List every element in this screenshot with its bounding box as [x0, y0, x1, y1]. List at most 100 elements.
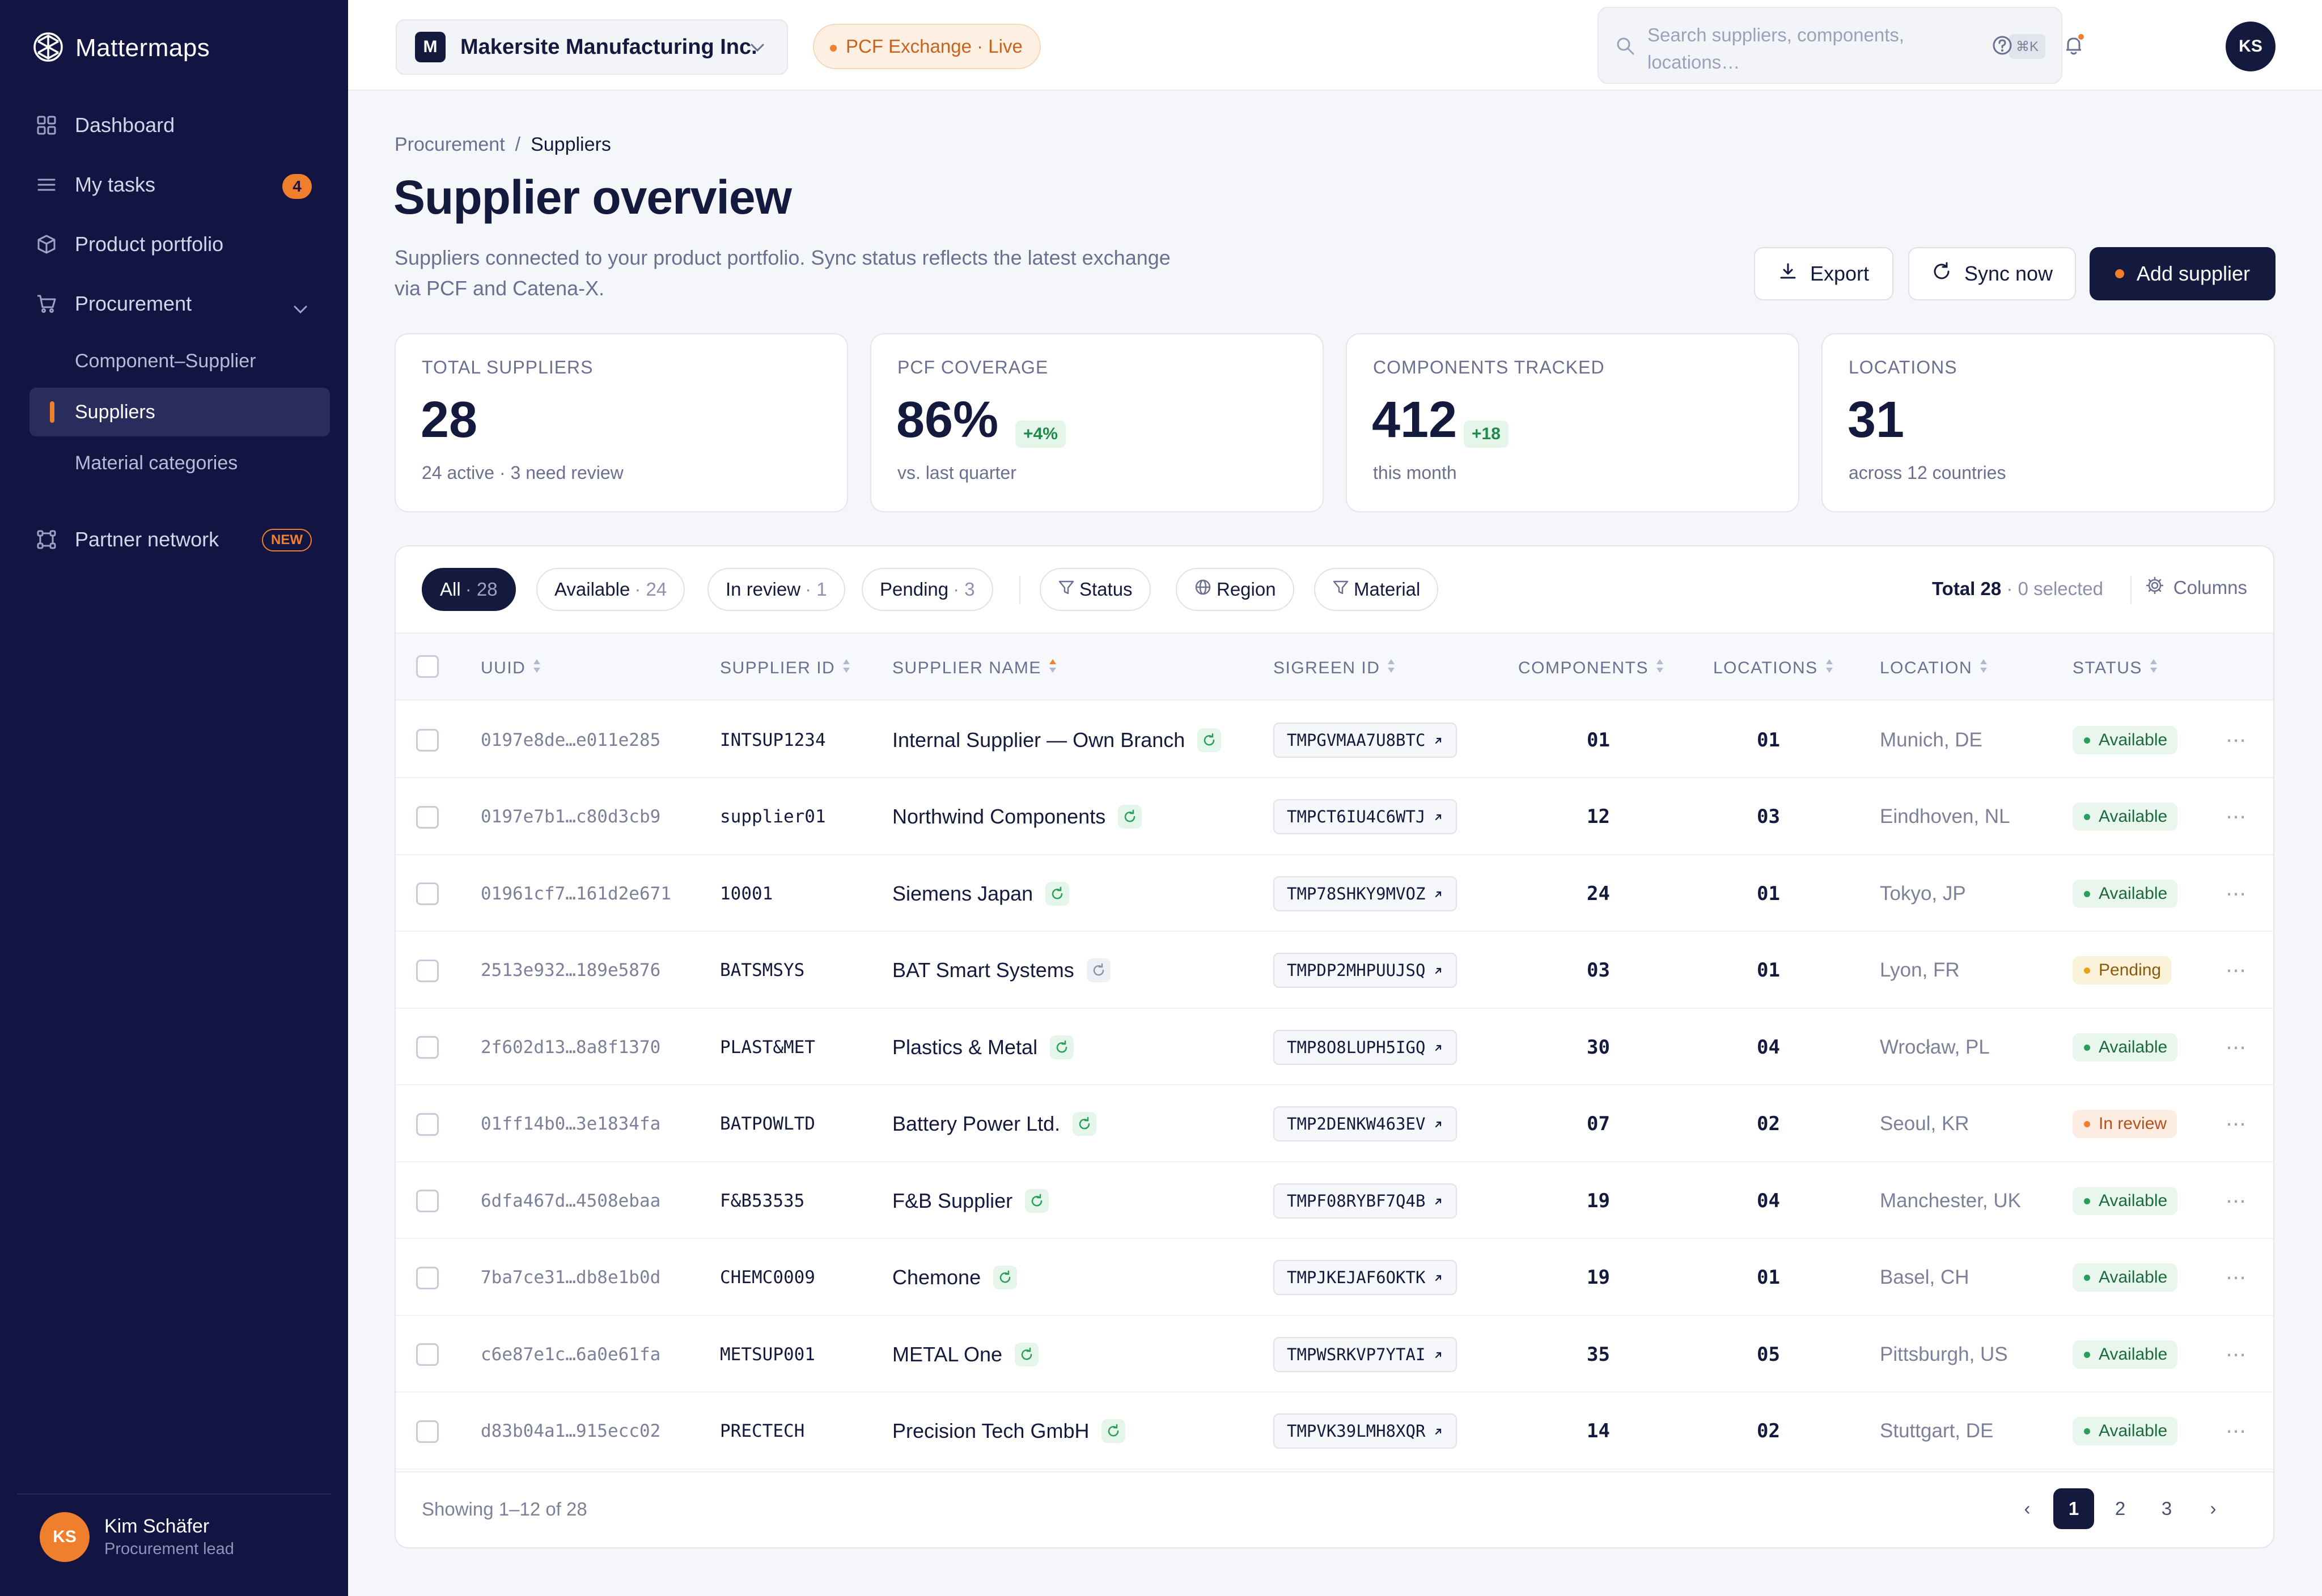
- sidebar-item-my-tasks[interactable]: My tasks 4: [29, 160, 330, 209]
- header-label: LOCATION: [1880, 659, 1973, 677]
- row-checkbox[interactable]: [416, 882, 439, 905]
- column-header-status[interactable]: STATUS: [2073, 657, 2158, 679]
- filter-chip-pending[interactable]: Pending · 3: [862, 568, 993, 611]
- row-checkbox[interactable]: [416, 1420, 439, 1443]
- column-header-location[interactable]: LOCATION: [1880, 657, 1988, 679]
- row-checkbox[interactable]: [416, 729, 439, 752]
- row-checkbox[interactable]: [416, 1036, 439, 1059]
- row-actions-menu-icon[interactable]: ⋯: [2226, 958, 2247, 982]
- sidebar-item-product-portfolio[interactable]: Product portfolio: [29, 220, 330, 269]
- table-row[interactable]: 0197e7b1…c80d3cb9 supplier01 Northwind Com…: [396, 779, 2273, 855]
- pagination: ‹ 1 2 3 ›: [2007, 1488, 2234, 1529]
- table-row[interactable]: 7ba7ce31…db8e1b0d CHEMC0009 Chemone TMPJKEJ…: [396, 1240, 2273, 1316]
- sigreen-id-link[interactable]: TMP8O8LUPH5IGQ: [1273, 1029, 1457, 1065]
- sigreen-id-link[interactable]: TMPDP2MHPUUJSQ: [1273, 953, 1457, 988]
- table-row[interactable]: c6e87e1c…6a0e61fa METSUP001 METAL One TMPWS…: [396, 1316, 2273, 1393]
- column-header-uuid[interactable]: UUID: [481, 657, 541, 679]
- row-actions-menu-icon[interactable]: ⋯: [2226, 728, 2247, 752]
- filter-material-dropdown[interactable]: Material: [1314, 568, 1439, 611]
- box-icon: [35, 233, 58, 256]
- sigreen-id-link[interactable]: TMPF08RYBF7Q4B: [1273, 1183, 1457, 1219]
- row-checkbox[interactable]: [416, 959, 439, 982]
- filter-chip-all[interactable]: All · 28: [422, 568, 516, 611]
- cell-supplier-name[interactable]: Siemens Japan: [892, 855, 1070, 932]
- cell-supplier-name[interactable]: Battery Power Ltd.: [892, 1086, 1097, 1162]
- cell-supplier-name[interactable]: Plastics & Metal: [892, 1009, 1074, 1085]
- sigreen-id-link[interactable]: TMPVK39LMH8XQR: [1273, 1414, 1457, 1449]
- row-actions-menu-icon[interactable]: ⋯: [2226, 805, 2247, 828]
- column-header-sigreen-id[interactable]: SIGREEN ID: [1273, 657, 1396, 679]
- cell-status: Available: [2073, 779, 2178, 855]
- column-header-locations[interactable]: LOCATIONS: [1713, 657, 1834, 679]
- user-role: Procurement lead: [104, 1540, 234, 1558]
- add-supplier-button[interactable]: Add supplier: [2090, 247, 2276, 300]
- row-checkbox[interactable]: [416, 1190, 439, 1212]
- cell-supplier-name[interactable]: Precision Tech GmbH: [892, 1393, 1126, 1470]
- column-header-supplier-id[interactable]: SUPPLIER ID: [720, 657, 851, 679]
- row-checkbox[interactable]: [416, 1266, 439, 1289]
- row-actions-menu-icon[interactable]: ⋯: [2226, 1112, 2247, 1135]
- row-checkbox[interactable]: [416, 805, 439, 829]
- sigreen-id-link[interactable]: TMPGVMAA7U8BTC: [1273, 722, 1457, 758]
- row-actions-menu-icon[interactable]: ⋯: [2226, 1342, 2247, 1366]
- sigreen-id-link[interactable]: TMPWSRKVP7YTAI: [1273, 1336, 1457, 1372]
- export-button[interactable]: Export: [1754, 247, 1893, 300]
- cell-supplier-name[interactable]: Internal Supplier — Own Branch: [892, 702, 1222, 778]
- sigreen-id-link[interactable]: TMPJKEJAF6OKTK: [1273, 1260, 1457, 1295]
- row-actions-menu-icon[interactable]: ⋯: [2226, 1035, 2247, 1059]
- search-input[interactable]: Search suppliers, components, locations……: [1598, 7, 2062, 84]
- prev-page-button[interactable]: ‹: [2024, 1498, 2031, 1519]
- sidebar-item-partner-network[interactable]: Partner network NEW: [29, 515, 330, 564]
- cell-supplier-name[interactable]: Chemone: [892, 1240, 1018, 1316]
- row-checkbox[interactable]: [416, 1343, 439, 1366]
- table-row[interactable]: 2513e932…189e5876 BATSMSYS BAT Smart Syste…: [396, 932, 2273, 1009]
- brand[interactable]: Mattermaps: [32, 31, 210, 65]
- column-header-supplier-name[interactable]: SUPPLIER NAME: [892, 657, 1057, 679]
- filter-chip-in-review[interactable]: In review · 1: [707, 568, 845, 611]
- row-checkbox[interactable]: [416, 1113, 439, 1136]
- help-icon[interactable]: [1985, 28, 2019, 62]
- table-row[interactable]: 01ff14b0…3e1834fa BATPOWLTD Battery Power …: [396, 1086, 2273, 1162]
- row-actions-menu-icon[interactable]: ⋯: [2226, 1266, 2247, 1289]
- table-row[interactable]: 01961cf7…161d2e671 10001 Siemens Japan TMP7…: [396, 855, 2273, 932]
- table-row[interactable]: 0197e8de…e011e285 INTSUP1234 Internal Supp…: [396, 702, 2273, 778]
- table-row[interactable]: 2f602d13…8a8f1370 PLAST&MET Plastics & Met…: [396, 1009, 2273, 1085]
- cell-locations: 05: [1757, 1343, 1780, 1366]
- sync-now-button[interactable]: Sync now: [1908, 247, 2076, 300]
- bell-icon[interactable]: [2057, 28, 2091, 62]
- page-button-3[interactable]: 3: [2161, 1498, 2172, 1519]
- avatar[interactable]: KS: [2226, 22, 2276, 71]
- sigreen-id-link[interactable]: TMP2DENKW463EV: [1273, 1106, 1457, 1141]
- filter-chip-available[interactable]: Available · 24: [536, 568, 685, 611]
- cell-status: Pending: [2073, 932, 2172, 1009]
- cell-supplier-name[interactable]: BAT Smart Systems: [892, 932, 1111, 1009]
- page-button-1[interactable]: 1: [2053, 1488, 2094, 1529]
- page-button-2[interactable]: 2: [2115, 1498, 2126, 1519]
- sidebar-item-dashboard[interactable]: Dashboard: [29, 101, 330, 150]
- cell-supplier-name[interactable]: F&B Supplier: [892, 1162, 1049, 1239]
- cell-supplier-name[interactable]: METAL One: [892, 1316, 1039, 1393]
- next-page-button[interactable]: ›: [2210, 1498, 2217, 1519]
- columns-button[interactable]: Columns: [2145, 576, 2247, 600]
- sigreen-id-link[interactable]: TMPCT6IU4C6WTJ: [1273, 799, 1457, 834]
- filter-region-dropdown[interactable]: Region: [1176, 568, 1294, 611]
- filter-status-dropdown[interactable]: Status: [1040, 568, 1151, 611]
- row-actions-menu-icon[interactable]: ⋯: [2226, 1419, 2247, 1442]
- sidebar-item-procurement[interactable]: Procurement: [29, 279, 330, 328]
- table-row[interactable]: d83b04a1…915ecc02 PRECTECH Precision Tech …: [396, 1393, 2273, 1470]
- sidebar-subitem-suppliers[interactable]: Suppliers: [29, 388, 330, 436]
- external-link-icon: [1433, 1191, 1443, 1211]
- table-row[interactable]: 6dfa467d…4508ebaa F&B53535 F&B Supplier TMP…: [396, 1162, 2273, 1239]
- org-switcher[interactable]: M Makersite Manufacturing Inc.: [396, 19, 788, 75]
- sidebar-subitem-component-supplier[interactable]: Component–Supplier: [75, 350, 256, 372]
- user-profile[interactable]: KS Kim Schäfer Procurement lead: [40, 1512, 234, 1562]
- sidebar-subitem-material-categories[interactable]: Material categories: [75, 452, 238, 474]
- cell-supplier-name[interactable]: Northwind Components: [892, 779, 1142, 855]
- column-header-components[interactable]: COMPONENTS: [1518, 657, 1664, 679]
- row-actions-menu-icon[interactable]: ⋯: [2226, 881, 2247, 905]
- cell-uuid: 2513e932…189e5876: [481, 960, 661, 980]
- row-actions-menu-icon[interactable]: ⋯: [2226, 1188, 2247, 1212]
- sigreen-id-link[interactable]: TMP78SHKY9MVOZ: [1273, 876, 1457, 911]
- select-all-checkbox[interactable]: [416, 655, 439, 678]
- breadcrumb-procurement[interactable]: Procurement: [395, 134, 505, 155]
